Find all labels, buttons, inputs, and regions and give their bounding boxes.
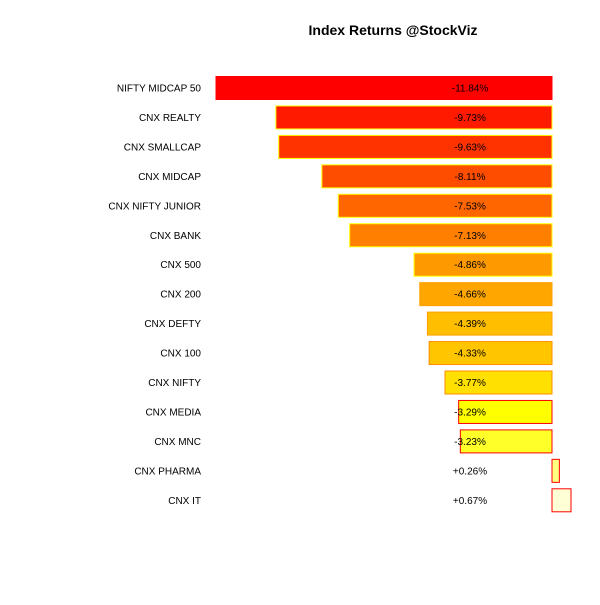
bar (349, 223, 553, 248)
value-label: -4.39% (454, 319, 486, 330)
category-label: CNX 200 (160, 290, 201, 301)
bar (428, 341, 553, 366)
category-label: CNX IT (168, 496, 201, 507)
value-labels: -11.84% -9.73% -9.63% -8.11% -7.53% -7.13% -4.… (452, 84, 489, 507)
category-label: NIFTY MIDCAP 50 (117, 84, 202, 95)
bar (426, 311, 553, 336)
bar (458, 399, 553, 424)
category-label: CNX NIFTY JUNIOR (108, 201, 201, 212)
bar (321, 164, 553, 189)
value-label: -9.63% (454, 142, 486, 153)
category-label: CNX REALTY (139, 113, 201, 124)
value-label: -4.86% (454, 260, 486, 271)
category-label: CNX SMALLCAP (124, 142, 202, 153)
value-label: -7.53% (454, 201, 486, 212)
category-label: CNX MNC (154, 437, 201, 448)
value-label: -3.29% (454, 407, 486, 418)
value-label: -4.33% (454, 349, 486, 360)
value-label: -3.77% (454, 378, 486, 389)
bar (215, 76, 553, 100)
value-label: -4.66% (454, 290, 486, 301)
value-label: -9.73% (454, 113, 486, 124)
value-label: -7.13% (454, 231, 486, 242)
category-label: CNX NIFTY (148, 378, 201, 389)
category-label: CNX MEDIA (145, 407, 201, 418)
bar (419, 282, 553, 307)
bar (275, 105, 553, 130)
bar (459, 429, 553, 454)
chart-title: Index Returns @StockViz (309, 22, 478, 38)
bars-group (215, 76, 572, 513)
category-label: CNX BANK (150, 231, 201, 242)
category-labels: NIFTY MIDCAP 50 CNX REALTY CNX SMALLCAP CNX… (108, 84, 201, 507)
bar (551, 458, 560, 483)
category-label: CNX 100 (160, 349, 201, 360)
category-label: CNX PHARMA (134, 466, 201, 477)
value-label: -11.84% (452, 84, 489, 95)
value-label: -8.11% (455, 172, 486, 183)
bar (337, 193, 553, 218)
value-label: +0.67% (453, 496, 487, 507)
bar (551, 488, 572, 513)
value-label: -3.23% (454, 437, 486, 448)
category-label: CNX DEFTY (144, 319, 201, 330)
category-label: CNX 500 (160, 260, 201, 271)
value-label: +0.26% (453, 466, 487, 477)
category-label: CNX MIDCAP (138, 172, 201, 183)
bar (444, 370, 553, 395)
bar (413, 252, 553, 277)
bar (278, 134, 553, 159)
